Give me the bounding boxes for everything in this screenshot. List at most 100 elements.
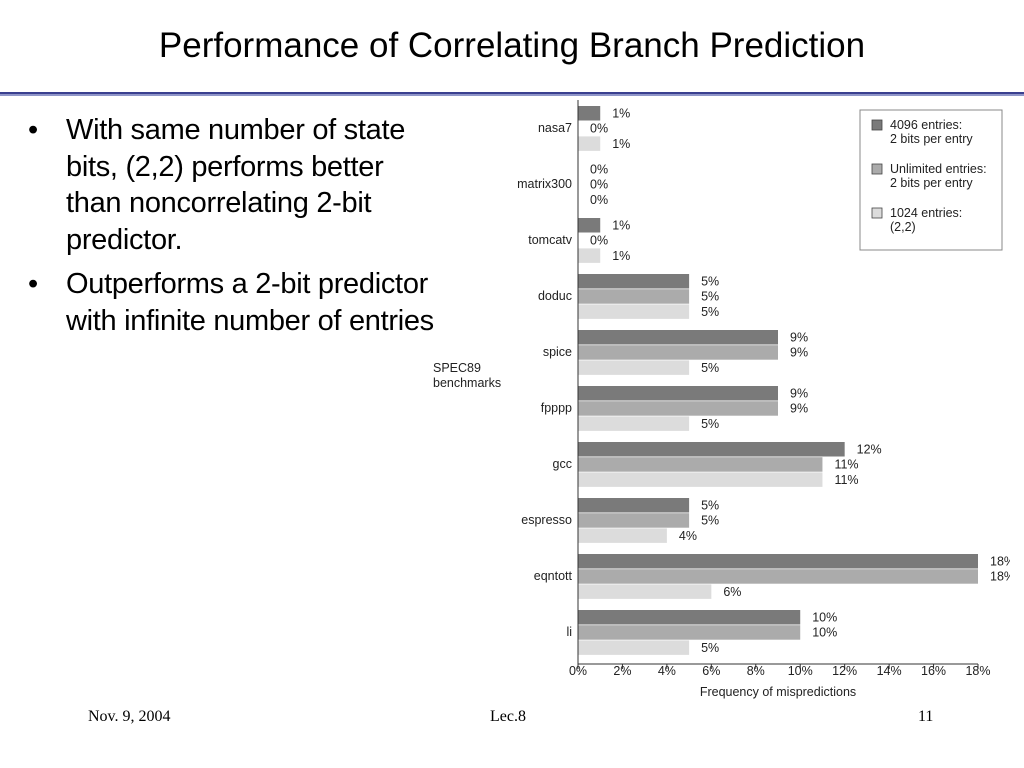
category-label: nasa7 <box>538 121 572 135</box>
bar <box>578 457 823 472</box>
bar <box>578 386 778 401</box>
legend-label: 4096 entries: <box>890 118 962 132</box>
bar <box>578 218 601 233</box>
x-tick-label: 2% <box>613 664 631 678</box>
bar-value-label: 9% <box>790 331 808 345</box>
bar <box>578 498 690 513</box>
bar-value-label: 11% <box>834 473 858 487</box>
bar-value-label: 0% <box>590 163 608 177</box>
bullet-glyph: • <box>28 114 38 146</box>
footer-lecture: Lec.8 <box>490 708 526 725</box>
bar <box>578 442 845 457</box>
legend-swatch <box>871 119 883 131</box>
bar <box>578 274 690 289</box>
bar-value-label: 1% <box>612 137 630 151</box>
x-tick-label: 0% <box>569 664 587 678</box>
bar-value-label: 10% <box>812 626 837 640</box>
x-axis-title: Frequency of mispredictions <box>700 685 856 699</box>
bar-value-label: 5% <box>701 641 719 655</box>
x-tick-label: 6% <box>702 664 720 678</box>
bar-value-label: 9% <box>790 346 808 360</box>
legend-label: 2 bits per entry <box>890 176 973 190</box>
bar-value-label: 5% <box>701 417 719 431</box>
legend-swatch <box>871 207 883 219</box>
bar-value-label: 0% <box>590 178 608 192</box>
bar <box>578 472 823 487</box>
bar <box>578 554 978 569</box>
bar <box>578 106 601 121</box>
bar-value-label: 5% <box>701 499 719 513</box>
misprediction-bar-chart: nasa71%0%1%matrix3000%0%0%tomcatv1%0%1%d… <box>433 100 1010 699</box>
category-label: spice <box>543 345 572 359</box>
bullet-text: With same number of state bits, (2,2) pe… <box>66 114 406 256</box>
bullet-item: • Outperforms a 2-bit predictor with inf… <box>24 266 444 339</box>
bullet-glyph: • <box>28 268 38 300</box>
bar <box>578 528 667 543</box>
legend-label: Unlimited entries: <box>890 162 987 176</box>
x-tick-label: 18% <box>965 664 990 678</box>
bar-value-label: 11% <box>834 458 858 472</box>
bar-value-label: 5% <box>701 361 719 375</box>
bar-value-label: 18% <box>990 555 1010 569</box>
bar-value-label: 1% <box>612 107 630 121</box>
bar-value-label: 5% <box>701 305 719 319</box>
bar-value-label: 5% <box>701 275 719 289</box>
x-tick-label: 14% <box>877 664 902 678</box>
bar-value-label: 5% <box>701 290 719 304</box>
category-label: espresso <box>521 513 572 527</box>
bar-value-label: 0% <box>590 122 608 136</box>
footer-date: Nov. 9, 2004 <box>88 708 171 725</box>
bar <box>578 360 690 375</box>
bar-value-label: 0% <box>590 193 608 207</box>
category-label: matrix300 <box>517 177 572 191</box>
title-divider <box>0 92 1024 96</box>
bar-value-label: 0% <box>590 234 608 248</box>
bar-value-label: 6% <box>723 585 741 599</box>
bar <box>578 569 978 584</box>
bar-value-label: 5% <box>701 514 719 528</box>
bar-value-label: 9% <box>790 402 808 416</box>
bullet-item: • With same number of state bits, (2,2) … <box>24 112 444 258</box>
bar <box>578 330 778 345</box>
legend-label: 2 bits per entry <box>890 132 973 146</box>
bar <box>578 401 778 416</box>
bar <box>578 640 690 655</box>
category-label: fpppp <box>541 401 572 415</box>
category-label: eqntott <box>534 569 573 583</box>
bar-value-label: 12% <box>857 443 882 457</box>
bullet-list: • With same number of state bits, (2,2) … <box>24 112 444 347</box>
bar-value-label: 10% <box>812 611 837 625</box>
bar <box>578 248 601 263</box>
bar <box>578 513 690 528</box>
slide-title: Performance of Correlating Branch Predic… <box>158 26 866 65</box>
footer-page-number: 11 <box>918 708 934 725</box>
legend-label: (2,2) <box>890 220 916 234</box>
x-tick-label: 16% <box>921 664 946 678</box>
bar <box>578 304 690 319</box>
bar <box>578 136 601 151</box>
bar-value-label: 18% <box>990 570 1010 584</box>
bar <box>578 289 690 304</box>
x-tick-label: 4% <box>658 664 676 678</box>
x-tick-label: 12% <box>832 664 857 678</box>
legend-label: 1024 entries: <box>890 206 962 220</box>
x-tick-label: 8% <box>747 664 765 678</box>
bar <box>578 625 801 640</box>
category-label: li <box>566 625 572 639</box>
bar <box>578 416 690 431</box>
category-label: doduc <box>538 289 572 303</box>
bullet-text: Outperforms a 2-bit predictor with infin… <box>66 268 434 337</box>
x-tick-label: 10% <box>788 664 813 678</box>
bar <box>578 610 801 625</box>
bar-value-label: 1% <box>612 219 630 233</box>
bar <box>578 584 712 599</box>
y-axis-title-line: SPEC89 <box>433 361 481 375</box>
bar-value-label: 9% <box>790 387 808 401</box>
legend-box <box>859 109 1003 251</box>
category-label: tomcatv <box>528 233 573 247</box>
bar-value-label: 1% <box>612 249 630 263</box>
y-axis-title-line: benchmarks <box>433 376 501 390</box>
category-label: gcc <box>553 457 572 471</box>
legend-swatch <box>871 163 883 175</box>
bar-value-label: 4% <box>679 529 697 543</box>
